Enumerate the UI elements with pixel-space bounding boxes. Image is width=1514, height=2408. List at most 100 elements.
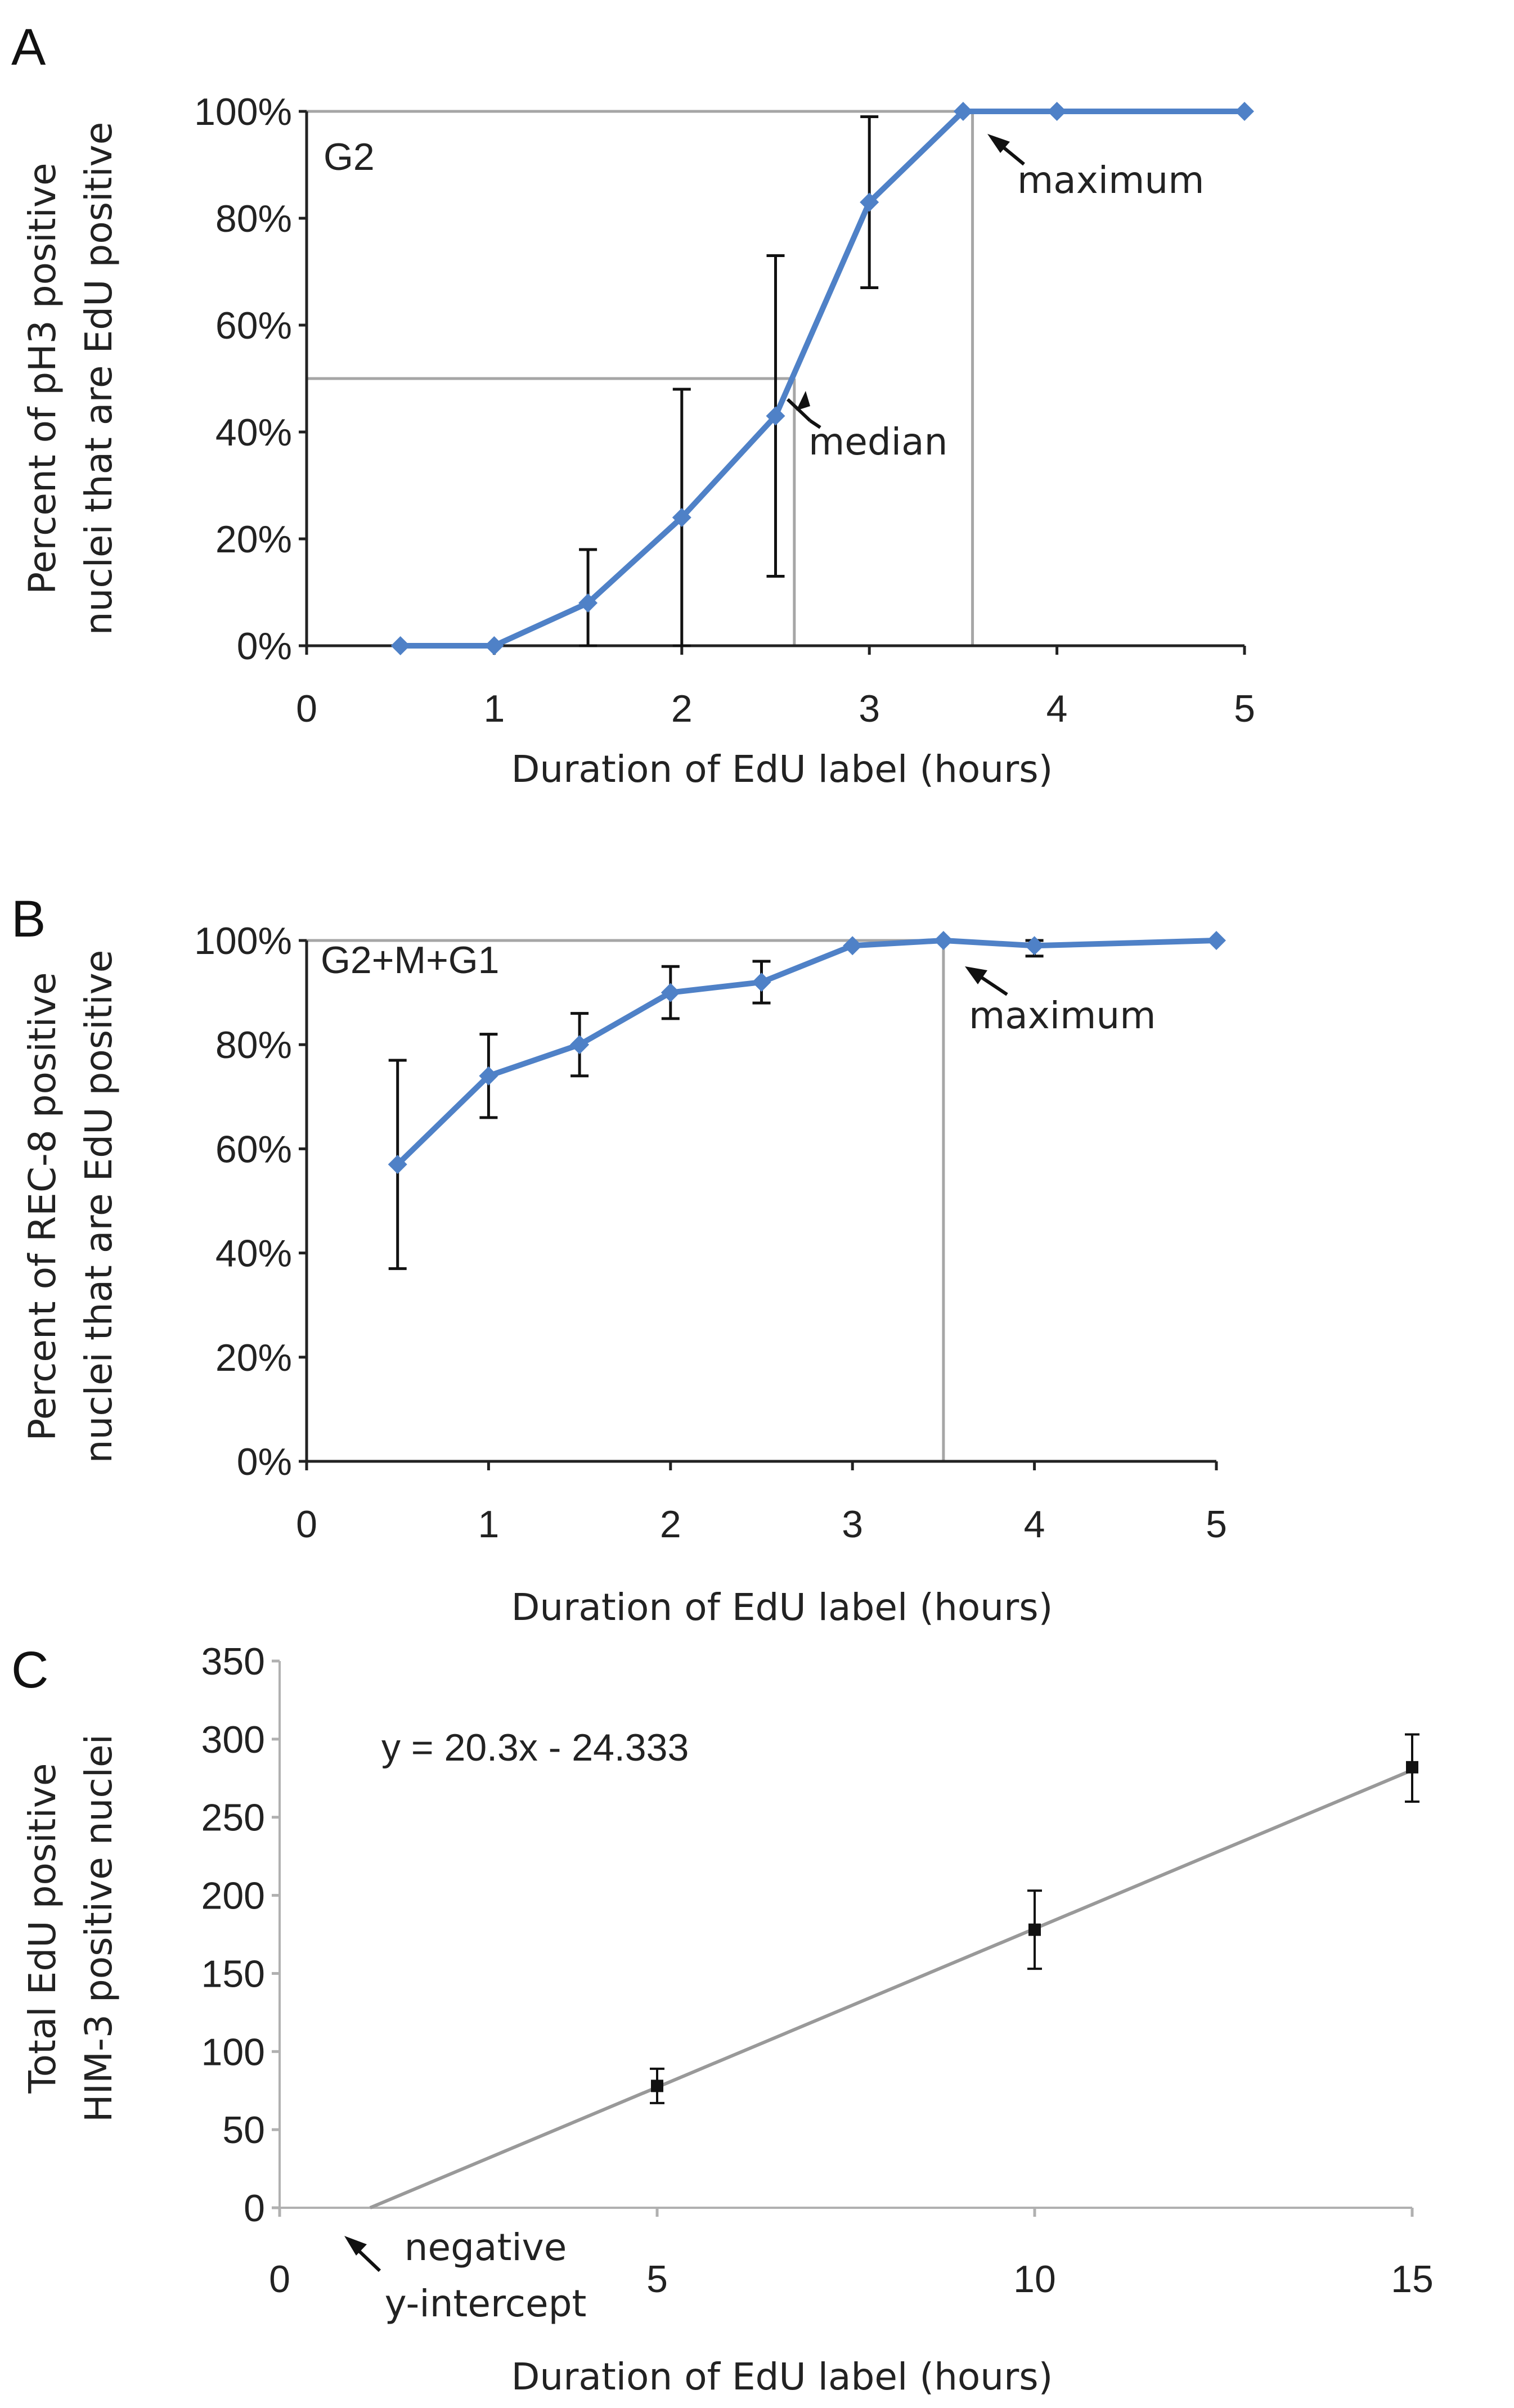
data-point bbox=[390, 636, 410, 655]
panel-letter-a: A bbox=[11, 19, 46, 76]
x-ticks: 0 1 2 3 4 5 bbox=[296, 646, 1255, 730]
x-tick-label: 5 bbox=[1234, 687, 1255, 730]
panel-c: C 0 50 100 150 200 250 300 350 0 5 10 15 y = 20.3x… bbox=[11, 1640, 1434, 2398]
y-ticks: 0% 20% 40% 60% 80% 100% bbox=[194, 91, 307, 668]
y-tick-label: 80% bbox=[215, 1024, 292, 1066]
y-tick-label: 0% bbox=[237, 625, 292, 668]
annotation-median: median bbox=[808, 420, 947, 463]
data-point bbox=[860, 192, 879, 212]
x-tick-label: 0 bbox=[269, 2258, 290, 2301]
panel-b: B 0% 20% 40% 60% 80% 100% 0 1 2 3 4 5 G2+M+G1 Dura… bbox=[11, 890, 1227, 1629]
data-point bbox=[661, 983, 680, 1002]
inset-label: G2+M+G1 bbox=[321, 939, 500, 982]
reference-lines bbox=[307, 110, 974, 646]
y-tick-label: 350 bbox=[201, 1640, 265, 1683]
x-tick-label: 0 bbox=[296, 687, 317, 730]
y-tick-label: 200 bbox=[201, 1875, 265, 1918]
inset-label: G2 bbox=[324, 136, 375, 178]
y-tick-label: 40% bbox=[215, 411, 292, 454]
y-tick-label: 60% bbox=[215, 1128, 292, 1171]
y-tick-label: 20% bbox=[215, 1336, 292, 1379]
data-point bbox=[651, 2080, 663, 2092]
x-tick-label: 1 bbox=[478, 1503, 499, 1546]
data-point bbox=[766, 406, 785, 426]
y-tick-label: 100% bbox=[194, 91, 292, 133]
data-point bbox=[1025, 936, 1044, 956]
y-tick-label: 150 bbox=[201, 1952, 265, 1995]
data-point bbox=[672, 508, 691, 527]
x-tick-label: 2 bbox=[660, 1503, 681, 1546]
y-tick-label: 20% bbox=[215, 518, 292, 561]
x-tick-label: 4 bbox=[1046, 687, 1068, 730]
arrow-maximum bbox=[965, 966, 1008, 996]
panel-a: A 0% 20% 40% 60% 80% 100% 0 1 2 3 4 5 G2 Duration … bbox=[11, 19, 1255, 791]
panel-letter-b: B bbox=[11, 890, 46, 948]
panel-letter-c: C bbox=[11, 1641, 48, 1699]
data-point bbox=[1406, 1761, 1418, 1774]
data-point bbox=[570, 1035, 590, 1055]
data-point bbox=[388, 1155, 407, 1174]
x-tick-label: 1 bbox=[483, 687, 505, 730]
x-tick-label: 5 bbox=[1206, 1503, 1227, 1546]
x-ticks: 0 1 2 3 4 5 bbox=[296, 1461, 1227, 1546]
arrow-negative-intercept bbox=[344, 2236, 381, 2272]
y-tick-label: 50 bbox=[222, 2109, 265, 2152]
y-tick-label: 100 bbox=[201, 2031, 265, 2073]
y-tick-label: 300 bbox=[201, 1718, 265, 1761]
trend-equation: y = 20.3x - 24.333 bbox=[381, 1726, 689, 1769]
y-axis-title-line-2: HIM-3 positive nuclei bbox=[77, 1734, 120, 2122]
annotation-y-intercept: y-intercept bbox=[385, 2282, 587, 2325]
data-point bbox=[479, 1066, 498, 1086]
data-point bbox=[578, 593, 598, 613]
x-axis-title: Duration of EdU label (hours) bbox=[511, 1586, 1053, 1629]
y-tick-label: 100% bbox=[194, 920, 292, 962]
data-points bbox=[388, 931, 1226, 1174]
x-tick-label: 3 bbox=[842, 1503, 863, 1546]
x-tick-label: 15 bbox=[1391, 2258, 1434, 2301]
data-point bbox=[843, 936, 862, 956]
data-point bbox=[1235, 102, 1254, 121]
x-tick-label: 2 bbox=[671, 687, 693, 730]
y-axis-title-line-2: nuclei that are EdU positive bbox=[77, 950, 120, 1464]
annotation-negative: negative bbox=[405, 2226, 567, 2269]
y-axis-title-line-1: Percent of REC-8 positive bbox=[21, 972, 64, 1441]
y-ticks: 0% 20% 40% 60% 80% 100% bbox=[194, 920, 307, 1483]
x-ticks: 0 5 10 15 bbox=[269, 2208, 1434, 2301]
x-axis-title: Duration of EdU label (hours) bbox=[511, 748, 1053, 791]
y-tick-label: 40% bbox=[215, 1232, 292, 1275]
arrow-maximum bbox=[987, 134, 1025, 166]
error-bars bbox=[650, 1733, 1419, 2104]
data-point bbox=[953, 102, 973, 121]
data-point bbox=[752, 973, 771, 992]
x-tick-label: 0 bbox=[296, 1503, 317, 1546]
y-axis-title-line-1: Total EdU positive bbox=[21, 1763, 64, 2094]
y-tick-label: 0 bbox=[244, 2187, 265, 2230]
data-point bbox=[1047, 102, 1067, 121]
y-ticks: 0 50 100 150 200 250 300 350 bbox=[201, 1640, 280, 2230]
data-point bbox=[933, 931, 953, 950]
data-points bbox=[390, 102, 1254, 655]
arrow-median bbox=[786, 391, 821, 429]
x-tick-label: 3 bbox=[859, 687, 880, 730]
series-line bbox=[396, 938, 1217, 1167]
y-axis-title-line-2: nuclei that are EdU positive bbox=[77, 122, 120, 636]
y-axis-title-line-1: Percent of pH3 positive bbox=[21, 163, 64, 594]
x-tick-label: 5 bbox=[646, 2258, 668, 2301]
y-tick-label: 60% bbox=[215, 304, 292, 347]
x-tick-label: 4 bbox=[1024, 1503, 1045, 1546]
y-tick-label: 0% bbox=[237, 1441, 292, 1483]
x-tick-label: 10 bbox=[1013, 2258, 1056, 2301]
data-points bbox=[651, 1761, 1418, 2092]
data-point bbox=[484, 636, 504, 655]
data-point bbox=[1028, 1923, 1041, 1936]
error-bars bbox=[579, 115, 879, 647]
y-tick-label: 250 bbox=[201, 1797, 265, 1839]
data-point bbox=[1207, 931, 1226, 950]
reference-lines bbox=[307, 939, 945, 1461]
trend-line bbox=[369, 1768, 1413, 2209]
y-tick-label: 80% bbox=[215, 197, 292, 240]
annotation-maximum: maximum bbox=[1017, 159, 1205, 202]
annotation-maximum: maximum bbox=[969, 994, 1156, 1037]
x-axis-title: Duration of EdU label (hours) bbox=[511, 2355, 1053, 2398]
